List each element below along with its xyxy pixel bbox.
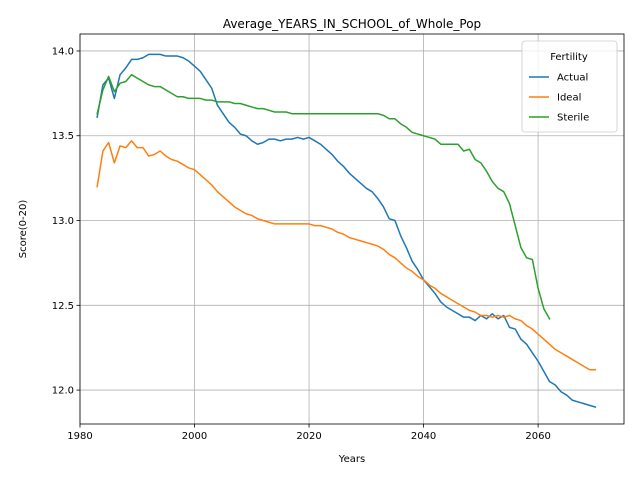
y-axis-title: Score(0-20) bbox=[18, 200, 29, 259]
series-layer bbox=[96, 53, 597, 408]
legend-entries: Actual Ideal Sterile bbox=[529, 73, 589, 124]
x-tick-label: 2020 bbox=[296, 431, 321, 442]
plot-frame bbox=[79, 33, 625, 425]
series-line-ideal bbox=[96, 140, 597, 371]
legend: Fertility Actual Ideal Sterile bbox=[521, 40, 618, 133]
chart-title: Average_YEARS_IN_SCHOOL_of_Whole_Pop bbox=[223, 17, 481, 31]
y-axis: 12.0 12.5 13.0 13.5 14.0 bbox=[52, 46, 80, 397]
y-tick-label: 13.5 bbox=[52, 131, 74, 142]
y-tick-label: 12.0 bbox=[52, 386, 74, 397]
x-axis: 1980 2000 2020 2040 2060 bbox=[67, 424, 551, 442]
legend-label-ideal: Ideal bbox=[557, 93, 581, 104]
y-tick-label: 13.0 bbox=[52, 216, 74, 227]
legend-label-actual: Actual bbox=[557, 73, 588, 84]
x-tick-label: 2000 bbox=[182, 431, 207, 442]
x-tick-label: 2040 bbox=[411, 431, 436, 442]
legend-label-sterile: Sterile bbox=[557, 113, 589, 124]
series-line-sterile bbox=[96, 73, 551, 320]
x-tick-label: 1980 bbox=[67, 431, 92, 442]
legend-title: Fertility bbox=[550, 52, 588, 63]
y-tick-label: 12.5 bbox=[52, 301, 74, 312]
series-line-actual bbox=[96, 53, 597, 408]
x-axis-title: Years bbox=[338, 454, 365, 465]
y-tick-label: 14.0 bbox=[52, 46, 74, 57]
legend-box bbox=[521, 40, 618, 133]
x-tick-label: 2060 bbox=[525, 431, 550, 442]
